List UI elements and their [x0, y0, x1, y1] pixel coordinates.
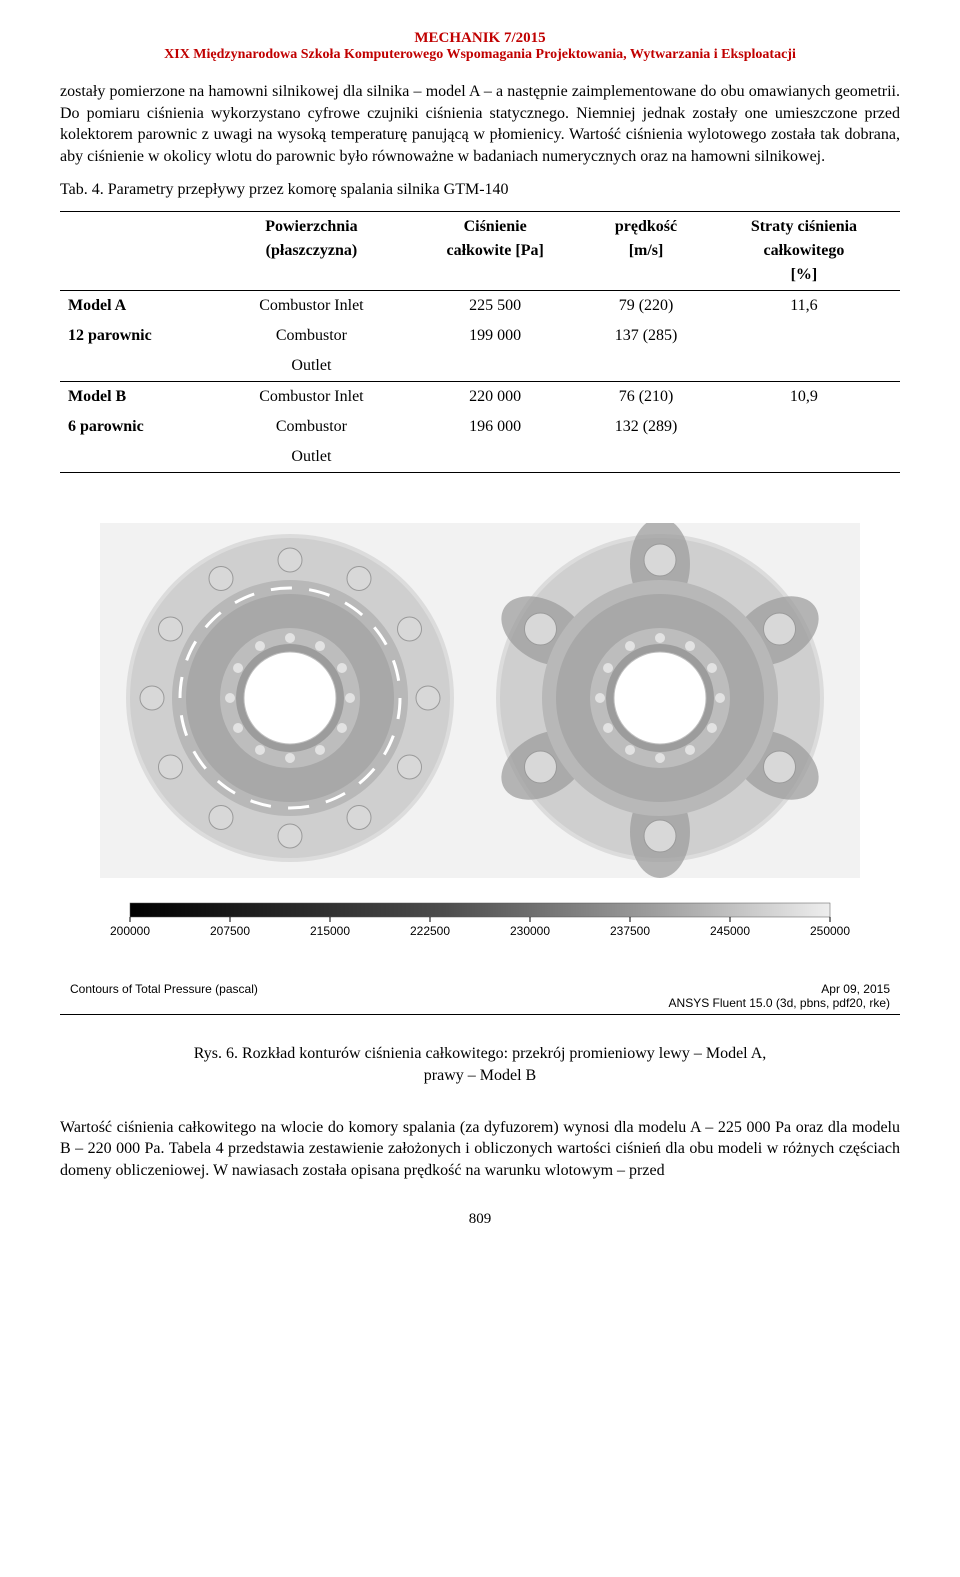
th-sub-1: (płaszczyzna) [217, 242, 406, 266]
svg-text:250000: 250000 [810, 924, 850, 938]
svg-text:237500: 237500 [610, 924, 650, 938]
table-cell: Combustor Inlet [217, 382, 406, 413]
svg-text:215000: 215000 [310, 924, 350, 938]
table-cell: 6 parownic [60, 412, 217, 442]
th-sub-3: [m/s] [584, 242, 708, 266]
th-sub-2: całkowite [Pa] [406, 242, 584, 266]
table-cell [60, 442, 217, 473]
table-cell: 199 000 [406, 321, 584, 351]
table-cell: Model B [60, 382, 217, 413]
table-cell: Combustor Inlet [217, 291, 406, 322]
table-cell [406, 442, 584, 473]
figure-meta-date: Apr 09, 2015 [669, 982, 890, 996]
table-cell [60, 351, 217, 382]
svg-text:222500: 222500 [410, 924, 450, 938]
table-cell [708, 351, 900, 382]
th-pressure: Ciśnienie [406, 212, 584, 243]
table-cell [584, 351, 708, 382]
figure-svg: 200000 207500 215000 222500 230000 237500 2450… [100, 523, 860, 963]
figure-caption-line2: prawy – Model B [424, 1067, 536, 1084]
table-cell: 10,9 [708, 382, 900, 413]
svg-text:200000: 200000 [110, 924, 150, 938]
table-cell: 196 000 [406, 412, 584, 442]
table-cell: 225 500 [406, 291, 584, 322]
table-row: 6 parownicCombustor196 000132 (289) [60, 412, 900, 442]
journal-title: MECHANIK 7/2015 [60, 30, 900, 47]
svg-text:245000: 245000 [710, 924, 750, 938]
table-row: Model BCombustor Inlet220 00076 (210)10,… [60, 382, 900, 413]
th-u-1 [217, 266, 406, 291]
table-cell: Combustor [217, 321, 406, 351]
page-number: 809 [60, 1211, 900, 1228]
table-cell: 132 (289) [584, 412, 708, 442]
th-speed: prędkość [584, 212, 708, 243]
table-row: Model ACombustor Inlet225 50079 (220)11,… [60, 291, 900, 322]
table-cell: Combustor [217, 412, 406, 442]
th-u-4: [%] [708, 266, 900, 291]
table-row: Outlet [60, 442, 900, 473]
svg-text:230000: 230000 [510, 924, 550, 938]
figure-6: 200000 207500 215000 222500 230000 237500 2450… [60, 523, 900, 1015]
table-cell: 76 (210) [584, 382, 708, 413]
table-cell: Outlet [217, 442, 406, 473]
table-cell: Model A [60, 291, 217, 322]
table-row: 12 parownicCombustor199 000137 (285) [60, 321, 900, 351]
table-cell: 79 (220) [584, 291, 708, 322]
th-sub-4: całkowitego [708, 242, 900, 266]
table-cell: 137 (285) [584, 321, 708, 351]
table-cell [708, 442, 900, 473]
intro-paragraph: zostały pomierzone na hamowni silnikowej… [60, 81, 900, 167]
th-blank [60, 212, 217, 243]
th-sub-0 [60, 242, 217, 266]
table-caption: Tab. 4. Parametry przepływy przez komorę… [60, 181, 900, 199]
svg-text:207500: 207500 [210, 924, 250, 938]
table-cell: 12 parownic [60, 321, 217, 351]
table-cell [708, 321, 900, 351]
th-loss: Straty ciśnienia [708, 212, 900, 243]
th-surface: Powierzchnia [217, 212, 406, 243]
figure-caption-line1: Rys. 6. Rozkład konturów ciśnienia całko… [194, 1045, 767, 1062]
parameters-table: Powierzchnia Ciśnienie prędkość Straty c… [60, 211, 900, 473]
conference-name: XIX Międzynarodowa Szkoła Komputerowego … [60, 47, 900, 63]
table-cell [584, 442, 708, 473]
table-cell [406, 351, 584, 382]
th-u-2 [406, 266, 584, 291]
figure-meta-row: Contours of Total Pressure (pascal) Apr … [60, 982, 900, 1010]
closing-paragraph: Wartość ciśnienia całkowitego na wlocie … [60, 1117, 900, 1182]
figure-meta-solver: ANSYS Fluent 15.0 (3d, pbns, pdf20, rke) [669, 996, 890, 1010]
table-cell: 220 000 [406, 382, 584, 413]
th-u-3 [584, 266, 708, 291]
table-cell [708, 412, 900, 442]
figure-meta-left: Contours of Total Pressure (pascal) [70, 982, 258, 1010]
figure-caption: Rys. 6. Rozkład konturów ciśnienia całko… [60, 1043, 900, 1086]
table-row: Outlet [60, 351, 900, 382]
th-u-0 [60, 266, 217, 291]
table-cell: Outlet [217, 351, 406, 382]
table-cell: 11,6 [708, 291, 900, 322]
